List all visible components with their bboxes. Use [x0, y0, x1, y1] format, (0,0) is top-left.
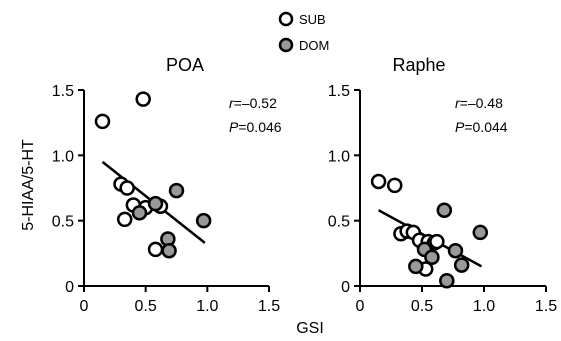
sub-point-raphe [429, 233, 445, 250]
dom-point-raphe [447, 242, 464, 259]
legend-sub-label: SUB [299, 12, 326, 27]
x-tick-label-raphe: 0.5 [411, 298, 433, 315]
y-tick-label-raphe: 1.5 [328, 83, 350, 100]
correlation-r-raphe: r=–0.48 [455, 95, 503, 111]
dom-point-raphe [408, 258, 424, 275]
sub-point-poa [116, 211, 133, 228]
sub-point-raphe [370, 173, 387, 190]
x-tick-label-raphe: 1.0 [473, 298, 495, 315]
x-tick-label-raphe: 0 [356, 298, 365, 315]
x-axis-label: GSI [296, 320, 324, 337]
dom-point-poa [131, 205, 148, 221]
y-tick-label-poa: 0.5 [52, 214, 74, 231]
p-value-number-poa: =0.046 [238, 119, 281, 135]
panel-title-raphe: Raphe [392, 55, 445, 75]
sub-point-poa [135, 91, 151, 107]
x-tick-label-poa: 0 [80, 298, 89, 315]
sub-point-poa [147, 241, 164, 258]
x-tick-label-poa: 1.5 [258, 298, 280, 315]
panel-title-poa: POA [166, 55, 204, 75]
legend-dom-marker [278, 37, 294, 53]
dom-point-raphe [424, 249, 440, 266]
dom-point-poa [161, 242, 177, 259]
x-tick-label-poa: 1.0 [196, 298, 218, 315]
correlation-r-value-raphe: =–0.48 [460, 95, 503, 111]
dom-point-raphe [436, 202, 453, 218]
p-value-poa: P=0.046 [229, 119, 282, 135]
correlation-r-poa: r=–0.52 [229, 95, 277, 111]
dom-point-raphe [472, 224, 489, 241]
dom-point-poa [195, 212, 212, 229]
legend-dom-label: DOM [299, 38, 329, 53]
legend-sub-marker [278, 11, 294, 27]
x-tick-label-raphe: 1.5 [535, 298, 557, 315]
y-tick-label-raphe: 1.0 [328, 148, 350, 165]
p-symbol-raphe: P [455, 119, 465, 135]
y-tick-label-poa: 1.5 [52, 83, 74, 100]
y-tick-label-raphe: 0.5 [328, 214, 350, 231]
dom-point-raphe [453, 257, 470, 273]
sub-point-poa [94, 113, 111, 130]
x-tick-label-poa: 0.5 [135, 298, 157, 315]
p-symbol-poa: P [229, 119, 239, 135]
correlation-r-symbol-raphe: r [455, 95, 461, 111]
correlation-r-value-poa: =–0.52 [234, 95, 277, 111]
sub-point-poa [119, 180, 135, 196]
dom-point-poa [147, 195, 164, 212]
sub-point-raphe [386, 177, 403, 194]
panel-poa: POA 0 0.5 1.0 1.5 0 0.5 1.0 1.5 r=–0.52 P=0.046 [52, 55, 282, 315]
p-value-number-raphe: =0.044 [464, 119, 507, 135]
y-axis-label: 5-HIAA/5-HT [20, 139, 37, 231]
legend: SUB DOM [278, 11, 329, 53]
dom-point-raphe [439, 273, 455, 289]
y-tick-label-raphe: 0 [341, 279, 350, 296]
panel-raphe: Raphe 0 0.5 1.0 1.5 0 0.5 1.0 1.5 r=–0.48 P=0.0… [328, 55, 557, 315]
dom-point-poa [168, 182, 185, 199]
p-value-raphe: P=0.044 [455, 119, 508, 135]
correlation-r-symbol-poa: r [229, 95, 235, 111]
y-tick-label-poa: 1.0 [52, 148, 74, 165]
y-tick-label-poa: 0 [65, 279, 74, 296]
